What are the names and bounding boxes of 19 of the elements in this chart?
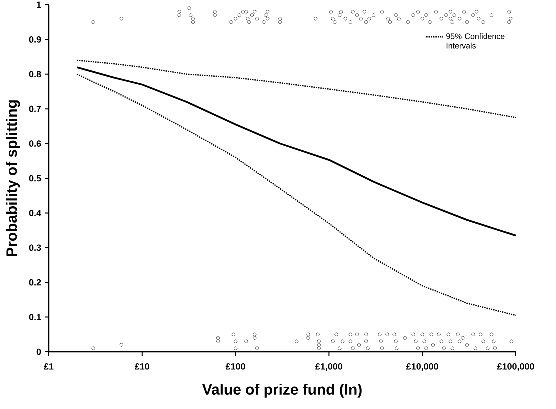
- y-tick-label: 1: [37, 2, 42, 8]
- y-tick-label: 0.3: [29, 244, 42, 252]
- y-tick-label: 0.4: [29, 210, 42, 216]
- x-axis-title: Value of prize fund (ln): [202, 384, 362, 398]
- y-tick-label: 0.1: [29, 314, 42, 320]
- x-tick-label: £1,000: [316, 364, 343, 372]
- y-tick-label: 0.9: [29, 36, 42, 43]
- x-tick-label: £10: [135, 364, 150, 370]
- y-tick-label: 0.8: [29, 71, 42, 78]
- y-tick-label: 0.5: [29, 175, 42, 182]
- y-tick-label: 0.2: [29, 279, 42, 286]
- x-tick-label: £10,000: [406, 364, 438, 372]
- y-tick-label: 0: [36, 348, 42, 356]
- x-tick-label: £1: [44, 364, 54, 370]
- y-tick-label: 0.6: [29, 140, 42, 147]
- x-tick-label: £100,000: [497, 364, 534, 372]
- y-tick-label: 0.7: [29, 106, 42, 112]
- x-tick-label: £100: [226, 364, 246, 370]
- y-axis-title: Probability of splitting: [6, 100, 20, 256]
